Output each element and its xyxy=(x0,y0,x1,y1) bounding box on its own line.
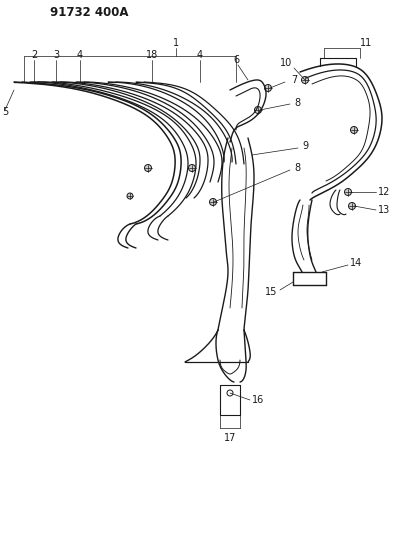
Text: 16: 16 xyxy=(252,395,264,405)
Text: 18: 18 xyxy=(146,50,158,60)
Text: 13: 13 xyxy=(378,205,390,215)
Text: 5: 5 xyxy=(2,107,8,117)
Circle shape xyxy=(209,198,217,206)
Text: 1: 1 xyxy=(173,38,179,48)
Circle shape xyxy=(302,77,308,84)
Text: 8: 8 xyxy=(294,163,300,173)
Text: 8: 8 xyxy=(294,98,300,108)
Circle shape xyxy=(188,165,196,172)
Circle shape xyxy=(344,189,352,196)
Text: 11: 11 xyxy=(360,38,372,48)
Text: 4: 4 xyxy=(197,50,203,60)
Circle shape xyxy=(255,107,261,114)
Text: 12: 12 xyxy=(378,187,390,197)
Circle shape xyxy=(144,165,152,172)
Text: 10: 10 xyxy=(280,58,292,68)
Text: 9: 9 xyxy=(302,141,308,151)
Text: 14: 14 xyxy=(350,258,362,268)
Circle shape xyxy=(127,193,133,199)
Text: 91732 400A: 91732 400A xyxy=(50,5,128,19)
Text: 2: 2 xyxy=(31,50,37,60)
Circle shape xyxy=(265,85,271,92)
Circle shape xyxy=(350,126,358,133)
Text: 17: 17 xyxy=(224,433,236,443)
Text: 6: 6 xyxy=(233,55,239,65)
Text: 15: 15 xyxy=(265,287,277,297)
Text: 4: 4 xyxy=(77,50,83,60)
Text: 7: 7 xyxy=(291,75,297,85)
Text: 3: 3 xyxy=(53,50,59,60)
Circle shape xyxy=(348,203,356,209)
